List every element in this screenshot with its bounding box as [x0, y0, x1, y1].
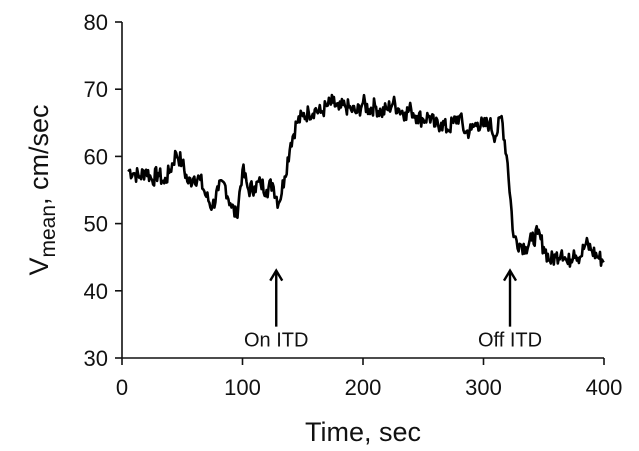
x-tick-label: 0 [116, 375, 128, 400]
y-tick-label: 70 [84, 77, 108, 102]
annotation-label: Off ITD [478, 330, 542, 352]
y-tick-label: 50 [84, 212, 108, 237]
y-axis-title-main: V [24, 258, 54, 276]
y-axis-title-subscript: mean [37, 205, 60, 258]
y-ticks: 30 40 50 60 70 80 [84, 10, 122, 371]
x-tick-label: 200 [345, 375, 382, 400]
y-tick-label: 40 [84, 279, 108, 304]
x-tick-label: 300 [465, 375, 502, 400]
x-tick-label: 400 [586, 375, 623, 400]
annotation-arrow-head [502, 268, 518, 282]
y-axis-title: Vmean, cm/sec [24, 104, 60, 275]
annotation-arrow-head [269, 268, 284, 282]
x-ticks: 0 100 200 300 400 [116, 358, 622, 400]
y-tick-label: 80 [84, 10, 108, 35]
y-axis-title-rest: , cm/sec [24, 104, 54, 205]
y-tick-label: 60 [84, 144, 108, 169]
annotations: On ITD Off ITD [244, 268, 542, 352]
annotation-label: On ITD [244, 330, 308, 352]
x-axis: 0 100 200 300 400 [116, 357, 622, 400]
series-line-vmean [127, 93, 605, 268]
y-tick-label: 30 [84, 346, 108, 371]
x-axis-title: Time, sec [305, 417, 421, 447]
x-tick-label: 100 [224, 375, 261, 400]
y-axis: 30 40 50 60 70 80 [84, 10, 123, 371]
